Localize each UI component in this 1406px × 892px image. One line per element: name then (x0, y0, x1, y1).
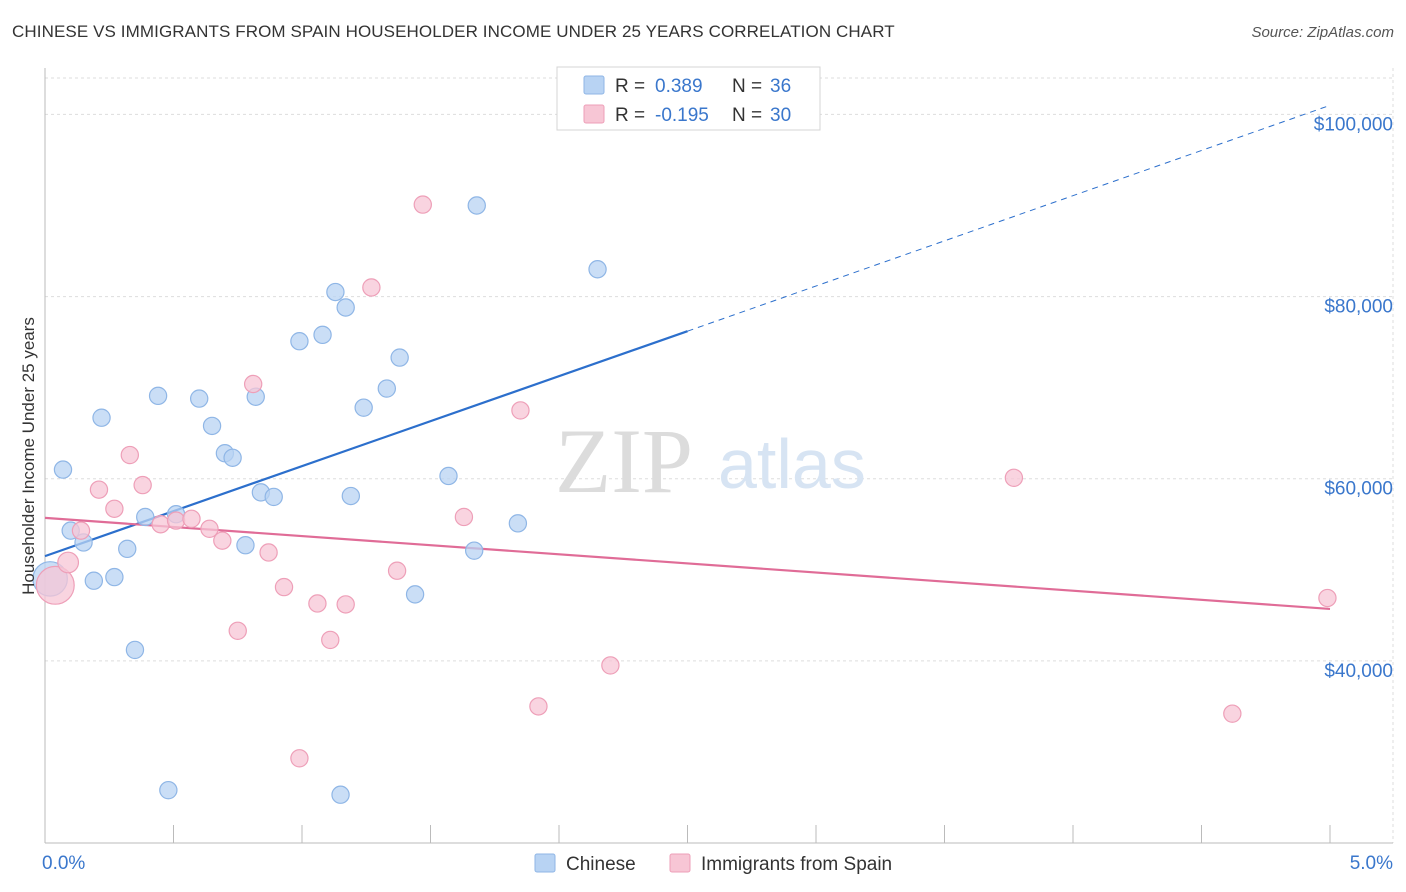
legend-swatch (583, 104, 605, 124)
legend-r-value: 0.389 (655, 76, 703, 97)
spain-point (200, 519, 219, 539)
spain-point (57, 551, 80, 574)
points-layer (32, 195, 1337, 804)
watermark-atlas: atlas (718, 425, 866, 503)
legend-n-value: 36 (770, 76, 791, 97)
y-tick-label: $60,000 (1324, 479, 1393, 500)
spain-point (1223, 704, 1242, 723)
chinese-point (290, 331, 309, 351)
chinese-point (588, 260, 607, 279)
spain-point (1004, 468, 1024, 488)
chinese-point (467, 196, 486, 215)
bottom-legend-label: Chinese (566, 854, 636, 875)
spain-point (228, 621, 247, 641)
chinese-point (125, 640, 145, 660)
x-tick-label: 5.0% (1350, 853, 1393, 874)
spain-point (336, 595, 355, 614)
trend-lines (44, 104, 1331, 611)
chinese-point (336, 298, 355, 317)
spain-point (387, 561, 407, 580)
spain-point (120, 445, 140, 465)
chinese-point (464, 541, 484, 560)
chinese-point (264, 487, 283, 507)
spain-point (166, 511, 186, 530)
bottom-legend-label: Immigrants from Spain (701, 854, 892, 875)
spain-point (213, 531, 232, 550)
x-tick-label: 0.0% (42, 853, 85, 874)
spain-point (529, 697, 548, 716)
chinese-point (53, 460, 73, 479)
axes-layer: $40,000 $60,000 $80,000 $100,000 0.0% 5.0% (42, 68, 1393, 874)
legend-swatch (583, 75, 605, 95)
chinese-point (354, 398, 373, 417)
chinese-point (439, 466, 458, 486)
watermark-zip: ZIP (555, 410, 693, 512)
legend-r-value: -0.195 (655, 105, 709, 126)
spain-point (321, 630, 340, 650)
chinese-point (313, 325, 332, 345)
spain-point (274, 577, 294, 597)
y-tick-label: $80,000 (1324, 297, 1393, 318)
y-axis-label: Householder Income Under 25 years (19, 317, 38, 595)
spain-point (601, 656, 620, 675)
chinese-point (405, 585, 425, 604)
legend-r-label: R = (615, 105, 645, 126)
spain-point (243, 374, 263, 394)
watermark: ZIP atlas (555, 410, 866, 512)
source-credit: Source: ZipAtlas.com (1251, 24, 1394, 41)
chinese-point (118, 539, 137, 559)
spain-point (133, 475, 152, 495)
spain-point (1318, 588, 1337, 608)
chinese-point (105, 567, 124, 587)
spain-point (454, 507, 474, 527)
spain-point (105, 499, 124, 518)
chinese-point (508, 514, 528, 533)
spain-point (511, 401, 530, 420)
chinese-point (236, 535, 255, 555)
chinese-point (331, 785, 350, 804)
chinese-point (84, 571, 104, 590)
chinese-point (390, 348, 409, 367)
legend-n-label: N = (732, 105, 762, 126)
chinese-point (223, 448, 242, 467)
chinese-point (341, 486, 361, 506)
spain-point (89, 480, 109, 499)
legend-n-value: 30 (770, 105, 791, 126)
spain-point (290, 749, 309, 768)
spain-point (182, 509, 201, 528)
spain-trend-line (44, 516, 1331, 611)
chinese-point (189, 389, 209, 408)
chinese-trend-extension (687, 104, 1331, 332)
chart-title: CHINESE VS IMMIGRANTS FROM SPAIN HOUSEHO… (12, 22, 895, 41)
bottom-legend: Chinese Immigrants from Spain (534, 853, 892, 875)
chinese-point (148, 386, 168, 406)
bottom-legend-swatch (669, 853, 691, 873)
spain-point (259, 543, 278, 562)
chinese-point (136, 507, 155, 527)
spain-point (151, 515, 170, 534)
chinese-point (92, 408, 111, 427)
chinese-point (326, 282, 345, 302)
legend-r-label: R = (615, 76, 645, 97)
chinese-point (159, 780, 178, 800)
bottom-legend-swatch (534, 853, 556, 873)
spain-point (362, 278, 381, 297)
y-tick-label: $100,000 (1314, 114, 1393, 135)
spain-point (413, 195, 432, 214)
chinese-point (202, 416, 222, 436)
spain-point (35, 565, 75, 605)
legend-n-label: N = (732, 76, 762, 97)
chinese-point (377, 379, 397, 398)
y-tick-label: $40,000 (1324, 661, 1393, 682)
legend: R = 0.389 N = 36 R = -0.195 N = 30 (556, 66, 821, 131)
spain-point (308, 594, 327, 613)
spain-point (71, 521, 91, 540)
